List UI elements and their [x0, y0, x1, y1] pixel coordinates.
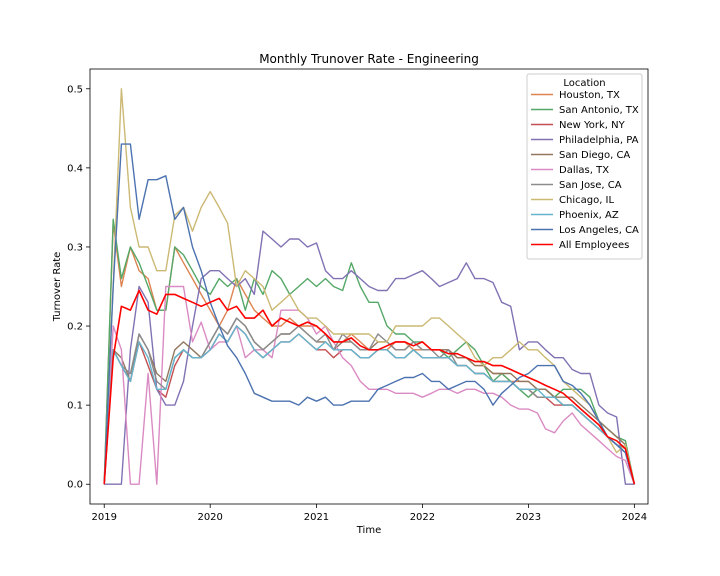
legend-label: San Jose, CA	[559, 180, 622, 191]
legend-label: Houston, TX	[559, 90, 620, 101]
series-line-11	[103, 289, 636, 485]
y-tick-label: 0.2	[67, 322, 83, 333]
legend: Location Houston, TX San Antonio, TX New Y…	[526, 73, 643, 260]
y-tick-label: 0.1	[67, 401, 83, 412]
x-tick-label: 2022	[410, 512, 435, 523]
y-axis-label: Turnover Rate	[52, 252, 63, 323]
y-tick-label: 0.0	[67, 480, 83, 491]
legend-label: New York, NY	[559, 120, 626, 131]
legend-label: Chicago, IL	[559, 195, 614, 206]
legend-title: Location	[563, 78, 605, 89]
plot-area	[103, 88, 636, 485]
series-lines	[103, 88, 636, 485]
legend-label: San Diego, CA	[559, 150, 630, 161]
x-tick-label: 2024	[622, 512, 647, 523]
x-tick-label: 2020	[197, 512, 222, 523]
x-axis: 2019 2020 2021 2022 2023 2024	[91, 504, 647, 523]
legend-frame	[526, 73, 643, 260]
legend-items: Houston, TX San Antonio, TX New York, NY Ph…	[531, 90, 639, 251]
y-tick-label: 0.4	[67, 163, 83, 174]
legend-label: Los Angeles, CA	[559, 225, 639, 236]
series-line-4	[104, 230, 635, 485]
x-tick-label: 2021	[304, 512, 329, 523]
legend-label: San Antonio, TX	[559, 105, 639, 116]
x-tick-label: 2023	[516, 512, 541, 523]
legend-label: Phoenix, AZ	[559, 210, 619, 221]
series-line-6	[103, 285, 636, 485]
y-tick-label: 0.5	[67, 84, 83, 95]
series-line-10	[103, 143, 636, 485]
legend-label: Philadelphia, PA	[559, 135, 639, 146]
y-axis: 0.0 0.1 0.2 0.3 0.4 0.5	[67, 84, 90, 491]
legend-label: All Employees	[559, 240, 629, 251]
x-axis-label: Time	[356, 525, 381, 536]
series-line-8	[103, 88, 636, 485]
plot-frame	[89, 68, 649, 505]
y-tick-label: 0.3	[67, 242, 83, 253]
x-tick-label: 2019	[91, 512, 116, 523]
chart-title: Monthly Trunover Rate - Engineering	[259, 52, 479, 66]
series-line-9	[103, 325, 636, 485]
legend-label: Dallas, TX	[559, 165, 609, 176]
